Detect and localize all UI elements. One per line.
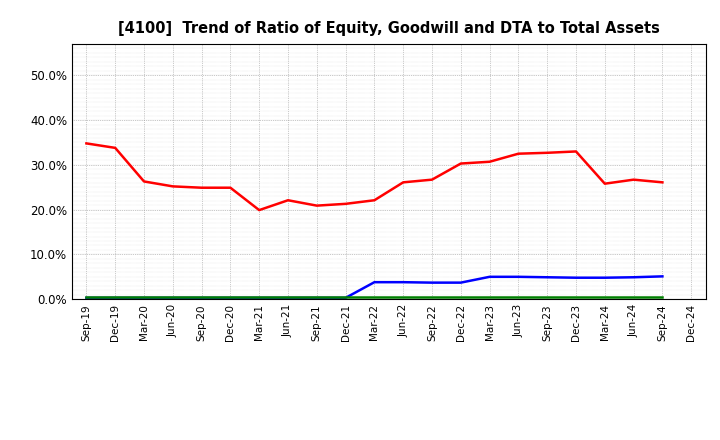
Equity	[543, 150, 552, 155]
Goodwill	[600, 275, 609, 280]
Equity	[428, 177, 436, 182]
Deferred Tax Assets	[111, 294, 120, 300]
Deferred Tax Assets	[82, 294, 91, 300]
Goodwill	[197, 295, 206, 301]
Deferred Tax Assets	[399, 294, 408, 300]
Equity	[197, 185, 206, 191]
Goodwill	[399, 279, 408, 285]
Equity	[312, 203, 321, 208]
Equity	[629, 177, 638, 182]
Deferred Tax Assets	[428, 294, 436, 300]
Deferred Tax Assets	[168, 294, 177, 300]
Equity	[111, 145, 120, 150]
Deferred Tax Assets	[370, 294, 379, 300]
Goodwill	[341, 295, 350, 301]
Equity	[370, 198, 379, 203]
Goodwill	[658, 274, 667, 279]
Deferred Tax Assets	[140, 294, 148, 300]
Goodwill	[284, 295, 292, 301]
Deferred Tax Assets	[485, 294, 494, 300]
Deferred Tax Assets	[600, 294, 609, 300]
Goodwill	[255, 295, 264, 301]
Equity	[399, 180, 408, 185]
Equity	[600, 181, 609, 186]
Equity	[255, 208, 264, 213]
Title: [4100]  Trend of Ratio of Equity, Goodwill and DTA to Total Assets: [4100] Trend of Ratio of Equity, Goodwil…	[118, 21, 660, 36]
Equity	[514, 151, 523, 156]
Goodwill	[111, 295, 120, 301]
Equity	[82, 141, 91, 146]
Deferred Tax Assets	[284, 294, 292, 300]
Line: Goodwill: Goodwill	[86, 276, 662, 298]
Legend: Equity, Goodwill, Deferred Tax Assets: Equity, Goodwill, Deferred Tax Assets	[194, 438, 583, 440]
Equity	[572, 149, 580, 154]
Deferred Tax Assets	[543, 294, 552, 300]
Line: Equity: Equity	[86, 143, 662, 210]
Equity	[341, 201, 350, 206]
Equity	[658, 180, 667, 185]
Goodwill	[629, 275, 638, 280]
Goodwill	[312, 295, 321, 301]
Deferred Tax Assets	[312, 294, 321, 300]
Deferred Tax Assets	[456, 294, 465, 300]
Goodwill	[485, 274, 494, 279]
Goodwill	[226, 295, 235, 301]
Goodwill	[168, 295, 177, 301]
Goodwill	[543, 275, 552, 280]
Equity	[140, 179, 148, 184]
Goodwill	[82, 295, 91, 301]
Deferred Tax Assets	[341, 294, 350, 300]
Equity	[168, 184, 177, 189]
Goodwill	[370, 279, 379, 285]
Equity	[485, 159, 494, 165]
Goodwill	[428, 280, 436, 285]
Equity	[284, 198, 292, 203]
Goodwill	[572, 275, 580, 280]
Goodwill	[140, 295, 148, 301]
Deferred Tax Assets	[658, 294, 667, 300]
Goodwill	[514, 274, 523, 279]
Deferred Tax Assets	[226, 294, 235, 300]
Deferred Tax Assets	[255, 294, 264, 300]
Goodwill	[456, 280, 465, 285]
Deferred Tax Assets	[197, 294, 206, 300]
Deferred Tax Assets	[572, 294, 580, 300]
Deferred Tax Assets	[514, 294, 523, 300]
Equity	[456, 161, 465, 166]
Deferred Tax Assets	[629, 294, 638, 300]
Equity	[226, 185, 235, 191]
